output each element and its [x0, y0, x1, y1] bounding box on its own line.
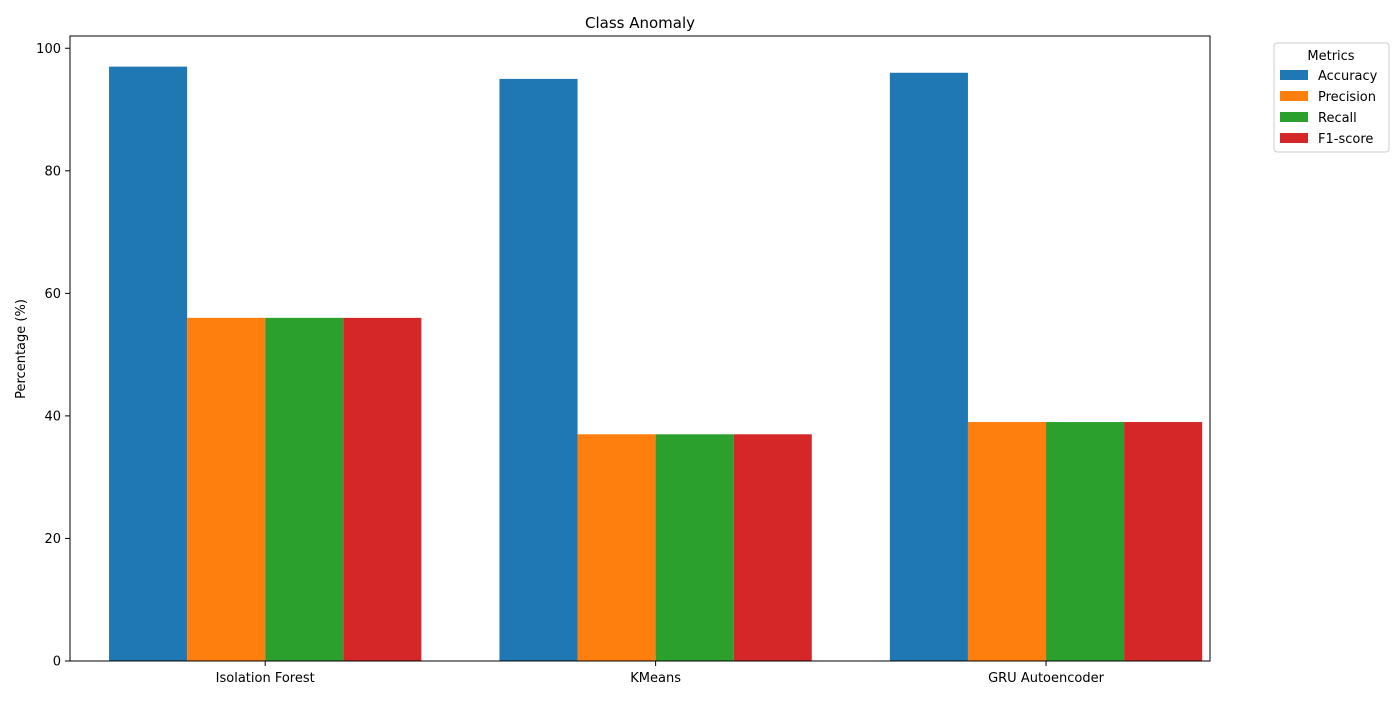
legend: Metrics Accuracy Precision Recall F1-score — [1273, 42, 1390, 153]
y-tick-label: 40 — [44, 409, 61, 424]
bar-recall-kmeans — [655, 434, 734, 661]
x-tick-label: GRU Autoencoder — [988, 671, 1105, 686]
bar-recall-isolation-forest — [265, 317, 344, 661]
legend-swatch-precision — [1280, 91, 1308, 101]
x-tick-label: KMeans — [630, 671, 681, 686]
bar-f1-score-gru-autoencoder — [1124, 422, 1203, 661]
bar-accuracy-isolation-forest — [109, 66, 188, 661]
legend-label-accuracy: Accuracy — [1318, 69, 1378, 84]
legend-title: Metrics — [1307, 49, 1354, 64]
bar-recall-gru-autoencoder — [1046, 422, 1125, 661]
legend-swatch-recall — [1280, 112, 1308, 122]
chart-title: Class Anomaly — [585, 14, 695, 32]
legend-items: Accuracy Precision Recall F1-score — [1280, 69, 1378, 147]
plot-frame — [69, 35, 1211, 662]
bar-f1-score-kmeans — [733, 434, 812, 661]
y-axis: 0 20 40 60 80 100 — [36, 42, 70, 670]
y-tick-label: 0 — [53, 655, 61, 670]
bar-accuracy-gru-autoencoder — [889, 72, 968, 661]
legend-label-recall: Recall — [1318, 111, 1357, 126]
bar-accuracy-kmeans — [499, 78, 578, 662]
y-axis-label: Percentage (%) — [14, 299, 29, 399]
bars-group — [109, 66, 1203, 662]
y-tick-label: 20 — [44, 532, 61, 547]
y-tick-label: 100 — [36, 42, 61, 57]
legend-label-precision: Precision — [1318, 90, 1376, 105]
bar-f1-score-isolation-forest — [343, 317, 422, 661]
bar-precision-isolation-forest — [187, 317, 266, 661]
legend-swatch-f1-score — [1280, 133, 1308, 143]
legend-label-f1-score: F1-score — [1318, 132, 1373, 147]
y-tick-label: 80 — [44, 164, 61, 179]
x-axis: Isolation Forest KMeans GRU Autoencoder — [216, 661, 1105, 686]
legend-swatch-accuracy — [1280, 70, 1308, 80]
bar-precision-kmeans — [577, 434, 656, 661]
bar-precision-gru-autoencoder — [967, 422, 1047, 661]
y-tick-label: 60 — [44, 287, 61, 302]
x-tick-label: Isolation Forest — [216, 671, 315, 686]
